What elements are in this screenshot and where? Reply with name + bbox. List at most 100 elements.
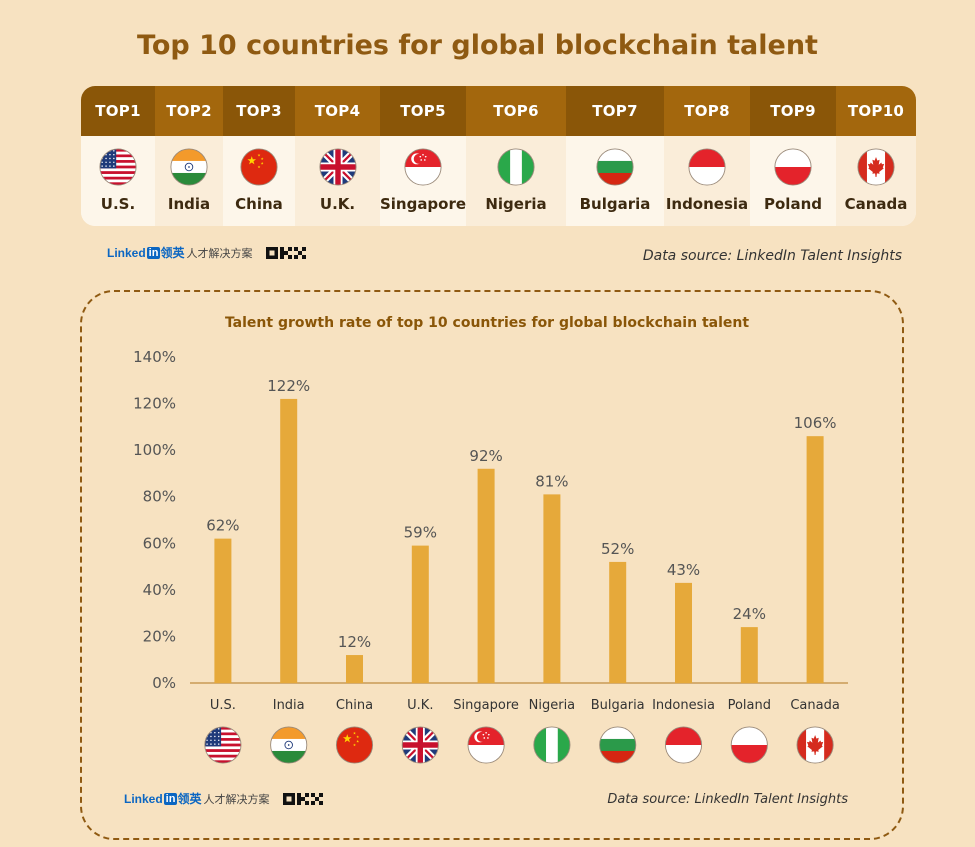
chart-title: Talent growth rate of top 10 countries f… — [224, 315, 750, 331]
bar-canada — [806, 436, 824, 683]
ranking-column-10: TOP10 Canada — [836, 86, 916, 226]
y-tick-label: 20% — [143, 627, 176, 645]
rank-label: TOP6 — [466, 86, 566, 136]
x-tick-label: India — [273, 698, 305, 713]
indonesia-flag-icon — [664, 726, 703, 764]
rank-country-cell: India — [155, 136, 223, 226]
rank-label: TOP3 — [223, 86, 295, 136]
rank-country-name: Bulgaria — [579, 195, 651, 213]
poland-flag-icon — [774, 148, 812, 186]
rank-country-cell: Poland — [750, 136, 836, 226]
uk-flag-icon — [401, 726, 439, 764]
brand-logos-top: Linked in 领英 人才解决方案 — [107, 244, 307, 261]
singapore-flag-icon — [467, 726, 505, 764]
ranking-column-2: TOP2 India — [155, 86, 223, 226]
linkedin-cn-text: 领英 — [160, 246, 185, 260]
canada-flag-icon — [796, 726, 834, 764]
rank-label: TOP8 — [664, 86, 750, 136]
bar-value-label: 43% — [667, 561, 700, 579]
us-flag-icon — [204, 726, 242, 764]
bar-value-label: 106% — [794, 414, 837, 432]
bar-indonesia — [675, 582, 692, 683]
bar-value-label: 92% — [469, 447, 502, 465]
rank-country-cell: U.S. — [81, 136, 155, 226]
bulgaria-flag-icon — [596, 148, 634, 186]
rank-country-cell: China — [223, 136, 295, 226]
rank-label: TOP5 — [380, 86, 466, 136]
y-tick-label: 100% — [133, 441, 176, 459]
nigeria-flag-icon — [533, 726, 571, 764]
poland-flag-icon — [730, 726, 768, 764]
okx-logo — [266, 246, 307, 259]
rank-country-name: Singapore — [379, 195, 467, 213]
china-flag-icon — [240, 148, 278, 186]
page-title: Top 10 countries for global blockchain t… — [137, 30, 818, 61]
y-tick-label: 80% — [143, 488, 176, 506]
rank-label: TOP4 — [295, 86, 380, 136]
linkedin-logo-text: Linked — [124, 791, 163, 806]
bar-value-label: 81% — [535, 472, 568, 490]
bar-value-label: 12% — [338, 633, 371, 651]
ranking-table: TOP1 U.S. TOP2 India TOP3 China TOP4 U.K. TO… — [81, 86, 916, 226]
rank-country-name: China — [235, 195, 283, 213]
uk-flag-icon — [318, 148, 357, 186]
ranking-column-6: TOP6 Nigeria — [466, 86, 566, 226]
x-tick-label: U.K. — [407, 698, 433, 713]
chart-frame — [80, 290, 904, 840]
nigeria-flag-icon — [497, 148, 535, 186]
bar-value-label: 52% — [601, 540, 634, 558]
bar-uk — [411, 545, 429, 683]
bar-india — [280, 398, 298, 683]
rank-label: TOP1 — [81, 86, 155, 136]
data-source-top: Data source: LinkedIn Talent Insights — [642, 248, 902, 264]
china-flag-icon — [335, 726, 374, 764]
rank-label: TOP2 — [155, 86, 223, 136]
linkedin-cn-text: 领英 — [177, 792, 202, 806]
talent-solutions-text: 人才解决方案 — [203, 792, 270, 806]
ranking-column-5: TOP5 Singapore — [380, 86, 466, 226]
rank-country-cell: Indonesia — [664, 136, 750, 226]
rank-country-cell: Nigeria — [466, 136, 566, 226]
bar-bulgaria — [609, 561, 627, 683]
rank-label: TOP7 — [566, 86, 664, 136]
ranking-column-8: TOP8 Indonesia — [664, 86, 750, 226]
bar-poland — [740, 627, 758, 683]
rank-country-name: Nigeria — [485, 195, 547, 213]
india-flag-icon — [270, 726, 308, 764]
bar-value-label: 62% — [206, 517, 239, 535]
ranking-column-3: TOP3 China — [223, 86, 295, 226]
bar-us — [214, 538, 232, 683]
rank-country-cell: Singapore — [380, 136, 466, 226]
bar-singapore — [477, 468, 495, 683]
rank-country-cell: Canada — [836, 136, 916, 226]
y-tick-label: 120% — [133, 395, 176, 413]
y-tick-label: 0% — [152, 674, 176, 692]
y-tick-label: 60% — [143, 534, 176, 552]
data-source-bottom: Data source: LinkedIn Talent Insights — [607, 792, 848, 807]
rank-country-name: U.S. — [100, 195, 136, 213]
linkedin-logo-text: Linked — [107, 245, 146, 260]
us-flag-icon — [99, 148, 137, 186]
rank-label: TOP9 — [750, 86, 836, 136]
bar-china — [346, 655, 363, 683]
x-tick-label: Nigeria — [529, 698, 576, 713]
ranking-column-4: TOP4 U.K. — [295, 86, 380, 226]
rank-country-name: Poland — [764, 195, 822, 213]
brand-logos-bottom: Linked in 领英 人才解决方案 — [124, 790, 324, 807]
ranking-column-1: TOP1 U.S. — [81, 86, 155, 226]
ranking-column-9: TOP9 Poland — [750, 86, 836, 226]
x-tick-label: China — [336, 698, 373, 713]
okx-logo — [283, 792, 324, 805]
talent-solutions-text: 人才解决方案 — [186, 246, 253, 260]
indonesia-flag-icon — [688, 148, 726, 186]
y-tick-label: 40% — [143, 581, 176, 599]
bar-value-label: 122% — [267, 377, 310, 395]
singapore-flag-icon — [404, 148, 442, 186]
canada-flag-icon — [857, 148, 895, 186]
rank-country-cell: U.K. — [295, 136, 380, 226]
x-tick-label: Bulgaria — [591, 698, 645, 713]
rank-country-name: U.K. — [319, 195, 356, 213]
rank-country-name: Canada — [844, 195, 908, 213]
rank-country-name: India — [167, 195, 211, 213]
